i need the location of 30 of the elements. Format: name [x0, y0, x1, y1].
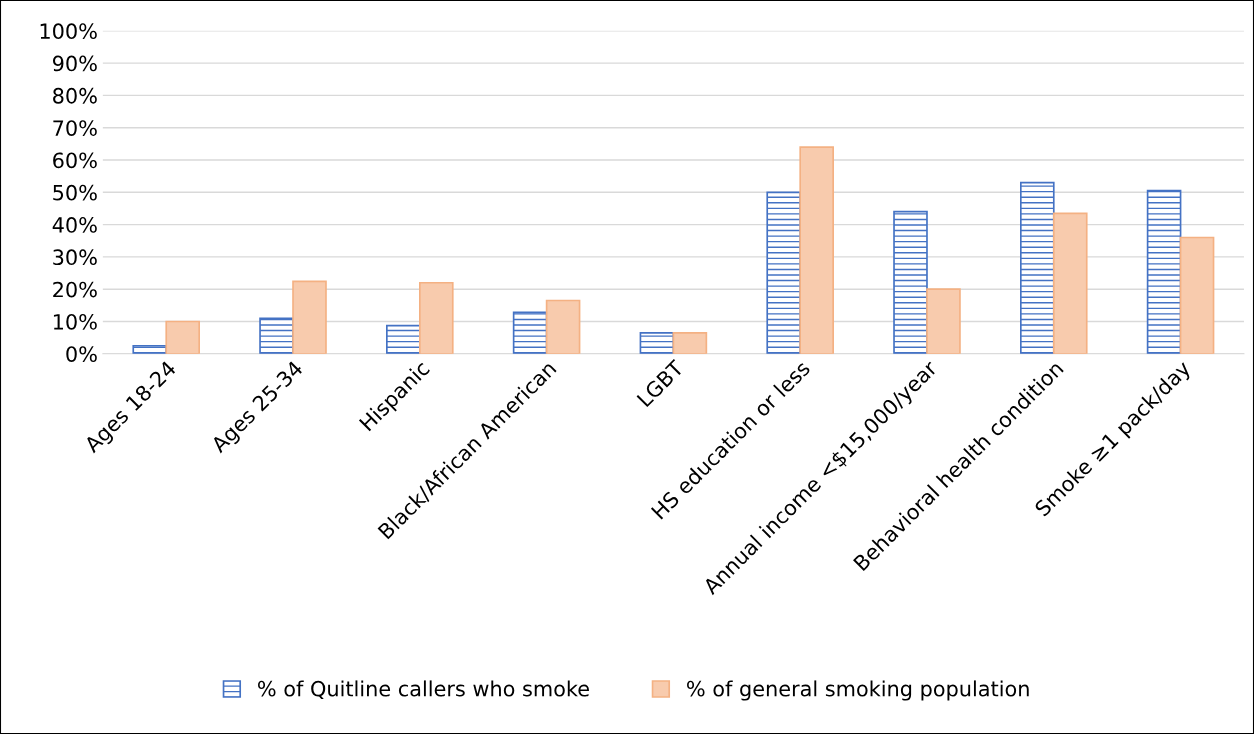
bar [512, 311, 548, 354]
y-tick-label: 0% [66, 346, 97, 362]
bar [672, 331, 708, 354]
y-tick-label: 90% [52, 55, 97, 72]
y-tick-label: 80% [53, 87, 97, 104]
y-tick-label: 100% [40, 23, 97, 40]
bar [1179, 236, 1215, 354]
bar [386, 324, 421, 354]
bar [259, 317, 294, 354]
y-tick-label: 30% [53, 249, 97, 266]
bar [799, 146, 834, 354]
y-tick-label: 70% [53, 120, 97, 136]
bar [766, 191, 802, 354]
bar [926, 288, 961, 354]
bar [292, 280, 327, 354]
bar [1146, 189, 1182, 354]
y-tick-label: 10% [53, 313, 97, 330]
bar [545, 299, 581, 354]
bar [893, 210, 928, 354]
bar [165, 320, 201, 354]
y-tick-label: 50% [53, 184, 97, 201]
y-tick-label: 40% [52, 217, 97, 233]
y-tick-label: 20% [53, 281, 97, 298]
bar [639, 331, 675, 354]
bar [1052, 212, 1088, 354]
bar [1019, 181, 1055, 354]
y-tick-label: 60% [53, 152, 97, 169]
bar [418, 281, 454, 354]
legend-label: % of general smoking population [687, 680, 1029, 701]
legend-label: % of Quitline callers who smoke [258, 680, 589, 699]
